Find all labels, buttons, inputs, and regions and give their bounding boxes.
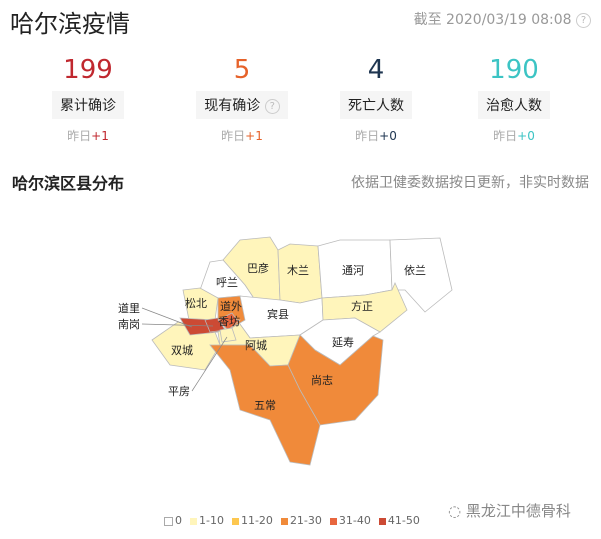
region-label: 通河 — [342, 264, 364, 277]
region-label: 南岗 — [118, 318, 140, 331]
region-label: 巴彦 — [247, 261, 269, 275]
region-平房[interactable] — [219, 327, 237, 343]
delta-value: +1 — [91, 129, 109, 143]
stat-label: 现有确诊 ? — [196, 91, 288, 119]
map-title: 哈尔滨区县分布 — [12, 174, 125, 193]
stat-label: 治愈人数 — [478, 91, 550, 119]
region-label: 延寿 — [332, 335, 354, 349]
stat-value: 190 — [489, 55, 539, 85]
legend-label: 11-20 — [240, 514, 273, 527]
callout-line — [141, 323, 214, 327]
stat-label-text: 治愈人数 — [486, 98, 542, 114]
region-label: 双城 — [171, 344, 193, 357]
legend: 0 1-10 11-20 21-30 31-40 41-50 — [164, 514, 420, 527]
stat-card: 4 死亡人数 昨日+0 — [306, 55, 446, 144]
timestamp: 截至 2020/03/19 08:08 ? — [414, 9, 591, 29]
region-label: 五常 — [254, 399, 276, 412]
legend-swatch — [190, 517, 197, 525]
region-label: 尚志 — [311, 373, 333, 387]
stat-delta: 昨日+1 — [18, 127, 158, 144]
region-label: 呼兰 — [216, 276, 238, 289]
stat-card: 199 累计确诊 昨日+1 — [18, 55, 158, 144]
stat-label-text: 死亡人数 — [348, 98, 404, 114]
region-label: 方正 — [351, 299, 373, 313]
stat-label: 死亡人数 — [340, 91, 412, 119]
help-icon[interactable]: ? — [576, 12, 591, 28]
region-label: 道里 — [118, 301, 140, 315]
map-note: 依据卫健委数据按日更新，非实时数据 — [351, 175, 589, 191]
region-label: 依兰 — [404, 264, 426, 277]
legend-label: 1-10 — [199, 514, 224, 527]
legend-item[interactable]: 41-50 — [378, 514, 420, 527]
region-label: 阿城 — [245, 339, 267, 352]
region-label: 香坊 — [218, 314, 240, 328]
delta-prefix: 昨日 — [355, 129, 380, 143]
stat-value: 199 — [63, 55, 113, 85]
legend-item[interactable]: 11-20 — [231, 514, 273, 527]
stat-card: 190 治愈人数 昨日+0 — [444, 55, 584, 144]
page-title: 哈尔滨疫情 — [10, 10, 130, 38]
delta-value: +1 — [245, 129, 263, 143]
delta-value: +0 — [517, 129, 535, 143]
legend-swatch — [378, 517, 386, 525]
region-label: 平房 — [168, 385, 190, 398]
legend-label: 0 — [175, 514, 182, 527]
wechat-icon: ◌ — [448, 502, 462, 520]
legend-label: 31-40 — [338, 514, 371, 527]
legend-item[interactable]: 21-30 — [280, 514, 322, 527]
region-香坊[interactable] — [217, 312, 242, 331]
stat-delta: 昨日+0 — [306, 127, 446, 144]
delta-value: +0 — [379, 129, 397, 143]
legend-item[interactable]: 1-10 — [190, 514, 224, 527]
legend-swatch — [329, 517, 337, 525]
callout-line — [191, 336, 228, 392]
legend-item[interactable]: 0 — [164, 514, 182, 527]
help-icon[interactable]: ? — [264, 98, 280, 114]
delta-prefix: 昨日 — [67, 129, 92, 143]
stat-label-text: 累计确诊 — [60, 98, 116, 114]
region-label: 道外 — [220, 299, 242, 313]
region-label: 宾县 — [267, 307, 289, 321]
stat-label: 累计确诊 — [52, 91, 124, 119]
legend-item[interactable]: 31-40 — [329, 514, 371, 527]
region-label: 松北 — [185, 296, 207, 310]
watermark-text: 黑龙江中德骨科 — [465, 502, 571, 520]
region-label: 木兰 — [287, 264, 309, 277]
stat-value: 4 — [367, 55, 385, 85]
legend-swatch — [280, 517, 288, 525]
delta-prefix: 昨日 — [493, 129, 518, 143]
legend-label: 41-50 — [387, 514, 420, 527]
stat-value: 5 — [233, 55, 251, 85]
stat-label-text: 现有确诊 — [204, 98, 261, 114]
stat-delta: 昨日+1 — [172, 127, 312, 144]
legend-swatch — [164, 516, 173, 526]
legend-label: 21-30 — [289, 514, 322, 527]
timestamp-text: 截至 2020/03/19 08:08 — [413, 12, 572, 28]
callout-line — [141, 307, 193, 328]
stat-delta: 昨日+0 — [444, 127, 584, 144]
stat-card: 5 现有确诊 ? 昨日+1 — [172, 55, 312, 144]
legend-swatch — [231, 517, 239, 525]
delta-prefix: 昨日 — [221, 129, 246, 143]
region-五常[interactable] — [209, 344, 321, 466]
watermark: ◌ 黑龙江中德骨科 — [448, 500, 571, 521]
